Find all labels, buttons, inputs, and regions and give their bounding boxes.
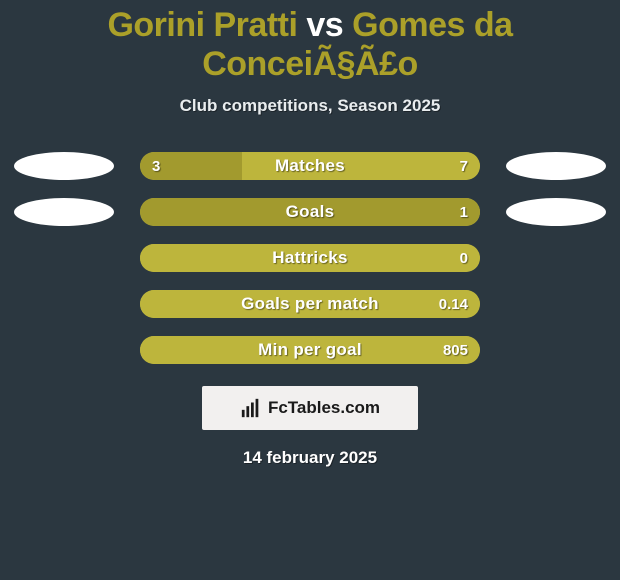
stat-label: Matches [140,152,480,180]
source-logo: FcTables.com [202,386,418,430]
title-vs: vs [306,6,343,44]
subtitle: Club competitions, Season 2025 [0,96,620,116]
stat-value-right: 1 [460,198,468,226]
title-player1: Gorini Pratti [107,6,297,44]
avatar-spacer [14,290,114,318]
stat-value-right: 0 [460,244,468,272]
stat-label: Goals [140,198,480,226]
avatar-spacer [506,244,606,272]
stat-value-right: 0.14 [439,290,468,318]
stat-label: Hattricks [140,244,480,272]
stat-bar: Matches3 7 [140,152,480,180]
avatar-right [506,198,606,226]
stat-row: Goals per match0.14 [0,290,620,318]
avatar-spacer [14,244,114,272]
stat-row: Min per goal805 [0,336,620,364]
title: Gorini Pratti vs Gomes da ConceiÃ§Ã£o [0,6,620,84]
stat-label: Goals per match [140,290,480,318]
stat-bar: Goals per match0.14 [140,290,480,318]
stat-value-left: 3 [152,152,160,180]
source-logo-text: FcTables.com [268,398,380,418]
stat-row: Hattricks0 [0,244,620,272]
avatar-left [14,198,114,226]
stat-value-right: 7 [460,152,468,180]
stat-row: Goals1 [0,198,620,226]
avatar-right [506,152,606,180]
stat-bar: Goals1 [140,198,480,226]
avatar-spacer [14,336,114,364]
stat-label: Min per goal [140,336,480,364]
infographic-root: Gorini Pratti vs Gomes da ConceiÃ§Ã£o Cl… [0,0,620,468]
stat-rows: Matches3 7 Goals1 Hattricks0 Goals per match… [0,152,620,364]
stat-bar: Min per goal805 [140,336,480,364]
stat-value-right: 805 [443,336,468,364]
barchart-icon [240,397,262,419]
stat-row: Matches3 7 [0,152,620,180]
avatar-left [14,152,114,180]
stat-bar: Hattricks0 [140,244,480,272]
avatar-spacer [506,336,606,364]
avatar-spacer [506,290,606,318]
date-text: 14 february 2025 [0,448,620,468]
